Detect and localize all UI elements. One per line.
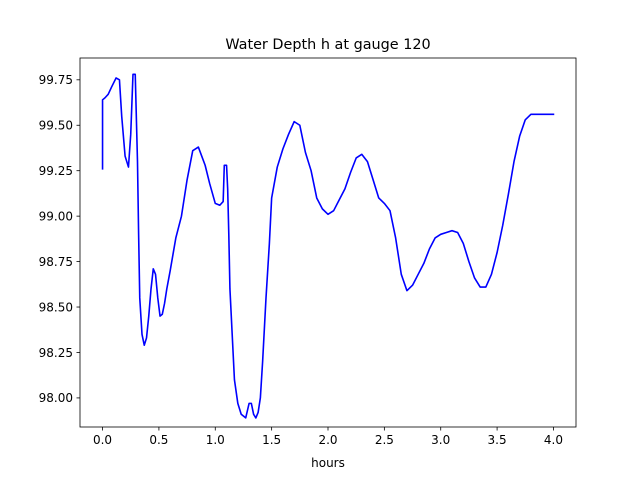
- chart-title: Water Depth h at gauge 120: [225, 37, 430, 53]
- x-tick-label: 0.5: [149, 433, 168, 447]
- y-tick-label: 98.00: [39, 391, 73, 405]
- series-line-0: [101, 73, 555, 419]
- x-tick-label: 1.0: [206, 433, 225, 447]
- x-tick-label: 3.5: [488, 433, 507, 447]
- axes: 0.0 0.5 1.0 1.5 2.0 2.5 3.0 3.5 4.0 98.00 98.25 98.…: [39, 57, 577, 447]
- x-tick-label: 0.0: [93, 433, 112, 447]
- y-tick-label: 99.00: [39, 209, 73, 223]
- y-tick-label: 99.75: [39, 73, 73, 87]
- x-axis-label: hours: [311, 456, 345, 470]
- x-tick-label: 1.5: [262, 433, 281, 447]
- y-tick-label: 98.25: [39, 346, 73, 360]
- y-tick-label: 99.25: [39, 164, 73, 178]
- x-tick-label: 3.0: [431, 433, 450, 447]
- x-tick-label: 4.0: [544, 433, 563, 447]
- x-tick-label: 2.0: [318, 433, 337, 447]
- y-tick-label: 98.50: [39, 300, 73, 314]
- x-tick-label: 2.5: [375, 433, 394, 447]
- y-tick-label: 99.50: [39, 119, 73, 133]
- plot-area: [101, 73, 555, 419]
- y-tick-label: 98.75: [39, 255, 73, 269]
